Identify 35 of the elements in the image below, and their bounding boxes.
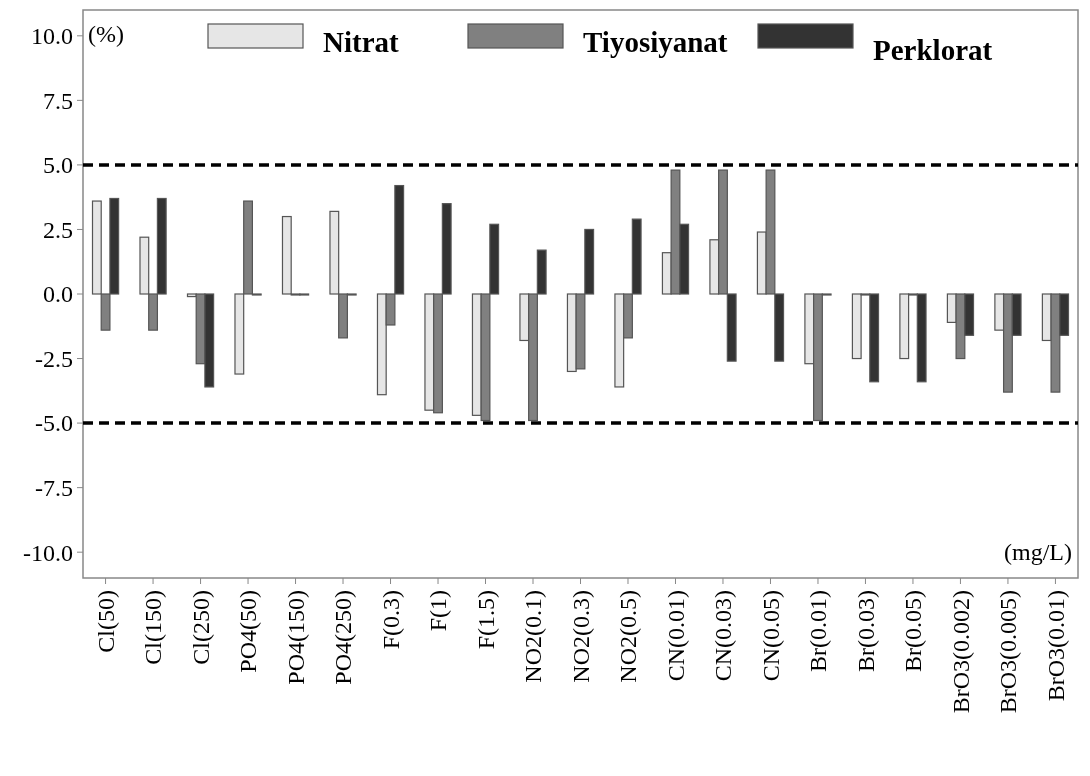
y-tick-label: 0.0: [43, 281, 73, 308]
y-tick-label: -7.5: [35, 475, 73, 502]
x-tick-label: Br(0.03): [852, 590, 879, 672]
y-tick-label: 2.5: [43, 216, 73, 243]
x-tick-label: Br(0.01): [805, 590, 832, 672]
annotation: (mg/L): [1004, 539, 1072, 565]
x-tick-label: CN(0.03): [710, 590, 737, 682]
x-tick-label: BrO3(0.005): [995, 590, 1022, 714]
legend-label: Nitrat: [323, 26, 400, 59]
y-tick-label: -10.0: [23, 539, 73, 566]
y-tick-label: -5.0: [35, 410, 73, 437]
x-tick-label: BrO3(0.01): [1042, 590, 1069, 702]
x-tick-label: Cl(150): [140, 590, 167, 665]
x-tick-label: F(1.5): [472, 590, 499, 650]
x-tick-label: CN(0.01): [662, 590, 689, 682]
x-tick-label: BrO3(0.002): [947, 590, 974, 714]
x-tick-label: NO2(0.5): [615, 590, 642, 683]
legend-label: Tiyosiyanat: [583, 26, 728, 59]
x-tick-label: NO2(0.3): [567, 590, 594, 683]
y-tick-label: 7.5: [43, 87, 73, 114]
x-tick-label: PO4(150): [282, 590, 309, 685]
x-tick-label: Br(0.05): [900, 590, 927, 672]
legend-label: Perklorat: [873, 34, 993, 67]
x-tick-label: F(1): [425, 590, 452, 632]
x-tick-label: CN(0.05): [757, 590, 784, 682]
annotation: (%): [88, 21, 124, 47]
x-tick-label: Cl(50): [92, 590, 119, 653]
y-tick-label: 5.0: [43, 152, 73, 179]
x-tick-label: NO2(0.1): [520, 590, 547, 683]
x-tick-label: PO4(50): [235, 590, 262, 673]
x-tick-label: PO4(250): [330, 590, 357, 685]
x-tick-label: Cl(250): [187, 590, 214, 665]
x-tick-label: F(0.3): [377, 590, 404, 650]
y-tick-label: -2.5: [35, 345, 73, 372]
y-tick-label: 10.0: [31, 23, 73, 50]
